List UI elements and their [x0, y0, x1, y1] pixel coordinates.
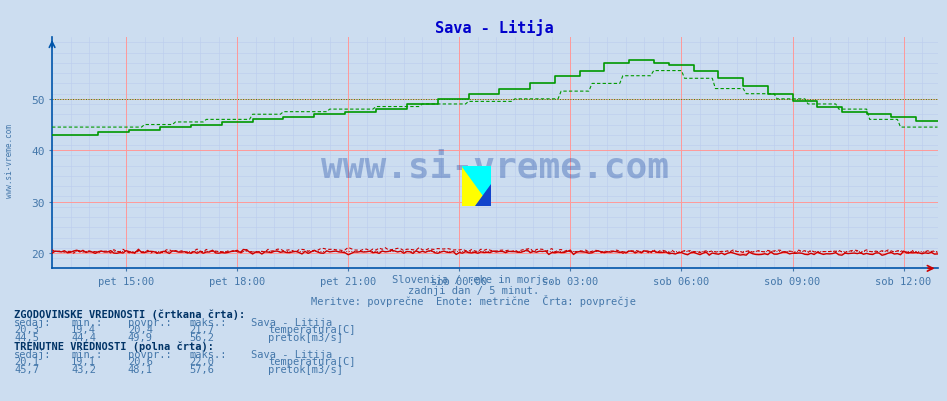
Text: temperatura[C]: temperatura[C] [268, 356, 355, 367]
Text: 21,7: 21,7 [189, 324, 214, 334]
Text: sedaj:: sedaj: [14, 317, 52, 327]
Text: sedaj:: sedaj: [14, 349, 52, 359]
Text: 20,6: 20,6 [128, 356, 152, 367]
Text: Sava - Litija: Sava - Litija [251, 317, 332, 327]
Text: min.:: min.: [71, 317, 102, 327]
Text: zadnji dan / 5 minut.: zadnji dan / 5 minut. [408, 286, 539, 296]
Text: 20,3: 20,3 [14, 324, 39, 334]
Text: temperatura[C]: temperatura[C] [268, 324, 355, 334]
Text: 43,2: 43,2 [71, 365, 96, 375]
Text: Slovenija / reke in morje.: Slovenija / reke in morje. [392, 275, 555, 285]
Text: Sava - Litija: Sava - Litija [251, 349, 332, 359]
Text: 22,0: 22,0 [189, 356, 214, 367]
Text: 49,9: 49,9 [128, 332, 152, 342]
Text: povpr.:: povpr.: [128, 317, 171, 327]
Text: maks.:: maks.: [189, 349, 227, 359]
Polygon shape [462, 166, 491, 207]
Text: Meritve: povprečne  Enote: metrične  Črta: povprečje: Meritve: povprečne Enote: metrične Črta:… [311, 294, 636, 306]
Text: 44,4: 44,4 [71, 332, 96, 342]
Text: 45,7: 45,7 [14, 365, 39, 375]
Text: TRENUTNE VREDNOSTI (polna črta):: TRENUTNE VREDNOSTI (polna črta): [14, 340, 214, 351]
Text: maks.:: maks.: [189, 317, 227, 327]
Text: pretok[m3/s]: pretok[m3/s] [268, 365, 343, 375]
Text: pretok[m3/s]: pretok[m3/s] [268, 332, 343, 342]
Text: 48,1: 48,1 [128, 365, 152, 375]
Text: 19,1: 19,1 [71, 356, 96, 367]
Text: povpr.:: povpr.: [128, 349, 171, 359]
Title: Sava - Litija: Sava - Litija [436, 19, 554, 36]
Text: 44,5: 44,5 [14, 332, 39, 342]
Polygon shape [475, 184, 491, 207]
Text: 56,2: 56,2 [189, 332, 214, 342]
Text: 57,6: 57,6 [189, 365, 214, 375]
Text: min.:: min.: [71, 349, 102, 359]
Text: www.si-vreme.com: www.si-vreme.com [321, 150, 669, 184]
Polygon shape [462, 166, 491, 207]
Text: 20,1: 20,1 [14, 356, 39, 367]
Text: ZGODOVINSKE VREDNOSTI (črtkana črta):: ZGODOVINSKE VREDNOSTI (črtkana črta): [14, 308, 245, 319]
Text: 19,4: 19,4 [71, 324, 96, 334]
Text: 20,4: 20,4 [128, 324, 152, 334]
Text: www.si-vreme.com: www.si-vreme.com [5, 124, 14, 197]
